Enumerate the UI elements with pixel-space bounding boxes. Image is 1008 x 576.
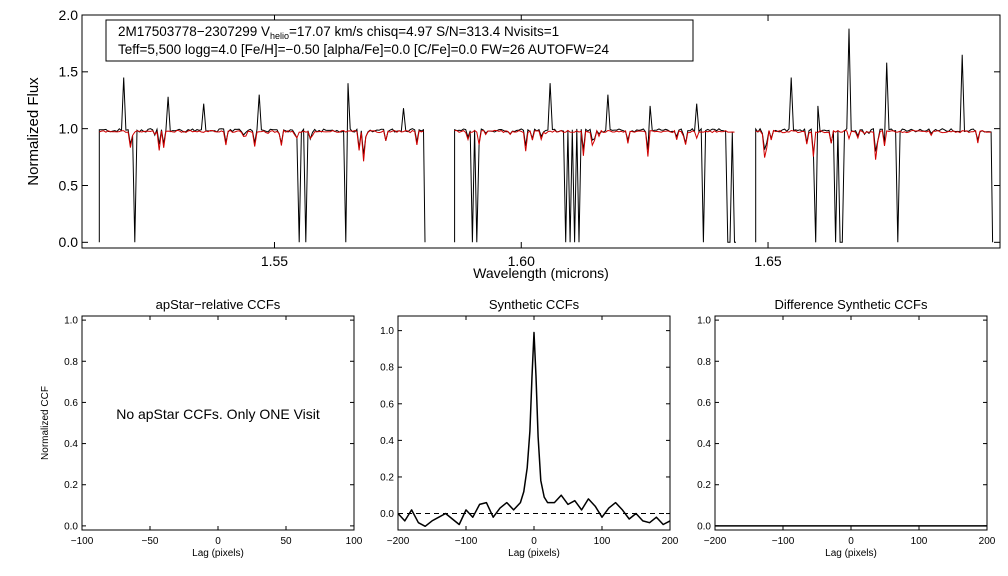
observed-spectrum-line (454, 83, 736, 243)
model-spectrum-line (454, 129, 735, 157)
info-line-1: 2M17503778−2307299 Vhelio=17.07 km/s chi… (118, 24, 559, 41)
spectrum-y-tick-label: 1.0 (59, 121, 79, 137)
synthetic_ccf-x-axis-label: Lag (pixels) (508, 548, 560, 559)
synthetic_ccf-title: Synthetic CCFs (489, 297, 580, 312)
spectrum-y-tick-label: 0.5 (59, 177, 79, 193)
apstar_ccf-y-tick-label: 0.6 (64, 398, 78, 409)
difference_ccf-frame (714, 315, 988, 531)
difference_ccf-x-tick-label: −200 (704, 536, 727, 547)
spectrum-x-tick-label: 1.60 (508, 253, 535, 269)
apstar_ccf-x-tick-label: −100 (71, 536, 94, 547)
difference_ccf-x-tick-label: 100 (911, 536, 928, 547)
apstar_ccf-y-tick-label: 0.2 (64, 480, 78, 491)
apstar_ccf-y-tick-label: 1.0 (64, 316, 78, 327)
spectrum-info-box: 2M17503778−2307299 Vhelio=17.07 km/s chi… (105, 19, 694, 62)
observed-spectrum-line (98, 77, 426, 243)
difference_ccf-y-tick-label: 0.8 (697, 357, 711, 368)
difference-ccf-panel: −200 −100 0 100 200 0.0 0.2 0.4 0.6 0.8 1.0 Lag (pi… (697, 297, 996, 559)
apstar_ccf-title: apStar−relative CCFs (156, 297, 281, 312)
apstar_ccf-x-tick-label: 0 (215, 536, 221, 547)
info-line-1-prefix: 2M17503778−2307299 V (118, 24, 270, 39)
spectrum-panel: 1.55 1.60 1.65 0.0 0.5 1.0 1.5 2.0 Wavelength (m… (25, 7, 1001, 281)
synthetic_ccf-y-tick-label: 0.4 (380, 436, 394, 447)
spectrum-y-tick-label: 0.0 (59, 234, 79, 250)
difference_ccf-y-tick-label: 1.0 (697, 316, 711, 327)
synthetic_ccf-y-tick-label: 0.2 (380, 472, 394, 483)
synthetic-ccf-panel: −200 −100 0 100 200 0.0 0.2 0.4 0.6 0.8 1.0 Lag (pi… (380, 297, 679, 559)
synthetic_ccf-x-tick-label: 200 (662, 536, 679, 547)
synthetic_ccf-y-tick-label: 0.0 (380, 509, 394, 520)
apstar-ccf-panel: −100 −50 0 50 100 0.0 0.2 0.4 0.6 0.8 1.0 Lag (pixe… (40, 297, 363, 559)
spectrum-y-axis-label: Normalized Flux (25, 77, 42, 186)
info-line-1-suffix: =17.07 km/s chisq=4.97 S/N=313.4 Nvisits… (289, 24, 559, 39)
synthetic_ccf-x-tick-label: −100 (455, 536, 478, 547)
difference_ccf-x-tick-label: −100 (772, 536, 795, 547)
info-line-2: Teff=5,500 logg=4.0 [Fe/H]=−0.50 [alpha/… (118, 42, 610, 57)
difference_ccf-y-tick-label: 0.4 (697, 439, 711, 450)
apstar_ccf-x-axis-label: Lag (pixels) (192, 548, 244, 559)
synthetic_ccf-x-tick-label: 100 (594, 536, 611, 547)
spectrum-y-tick-label: 1.5 (59, 64, 79, 80)
apstar_ccf-y-tick-label: 0.8 (64, 357, 78, 368)
model-spectrum-line (99, 129, 424, 162)
model-spectrum-line (755, 129, 992, 160)
synthetic_ccf-y-tick-label: 1.0 (380, 326, 394, 337)
apstar_ccf-y-tick-label: 0.0 (64, 521, 78, 532)
spectrum-x-tick-label: 1.65 (754, 253, 781, 269)
difference_ccf-title: Difference Synthetic CCFs (775, 297, 928, 312)
synthetic_ccf-series-line (397, 331, 671, 528)
apstar_ccf-y-tick-label: 0.4 (64, 439, 78, 450)
spectrum-x-axis-label: Wavelength (microns) (473, 265, 609, 281)
apstar_ccf-frame (81, 315, 355, 531)
spectrum-x-tick-label: 1.55 (261, 253, 288, 269)
difference_ccf-y-tick-label: 0.6 (697, 398, 711, 409)
apstar_ccf-x-tick-label: −50 (142, 536, 159, 547)
difference_ccf-x-tick-label: 200 (979, 536, 996, 547)
synthetic_ccf-y-tick-label: 0.6 (380, 399, 394, 410)
synthetic_ccf-y-tick-label: 0.8 (380, 363, 394, 374)
apstar_ccf-x-tick-label: 100 (346, 536, 363, 547)
synthetic_ccf-x-tick-label: 0 (531, 536, 537, 547)
info-line-1-subscript: helio (270, 31, 289, 41)
difference_ccf-y-tick-label: 0.2 (697, 480, 711, 491)
synthetic_ccf-x-tick-label: −200 (387, 536, 410, 547)
spectrum-frame (81, 14, 1001, 249)
apstar_ccf-x-tick-label: 50 (280, 536, 292, 547)
difference_ccf-y-tick-label: 0.0 (697, 521, 711, 532)
difference_ccf-x-axis-label: Lag (pixels) (825, 548, 877, 559)
info-box-frame (105, 19, 694, 62)
apstar_ccf-annotation: No apStar CCFs. Only ONE Visit (116, 406, 320, 422)
difference_ccf-x-tick-label: 0 (848, 536, 854, 547)
spectrum-y-tick-label: 2.0 (59, 7, 79, 23)
apstar_ccf-y-axis-label: Normalized CCF (40, 386, 51, 460)
